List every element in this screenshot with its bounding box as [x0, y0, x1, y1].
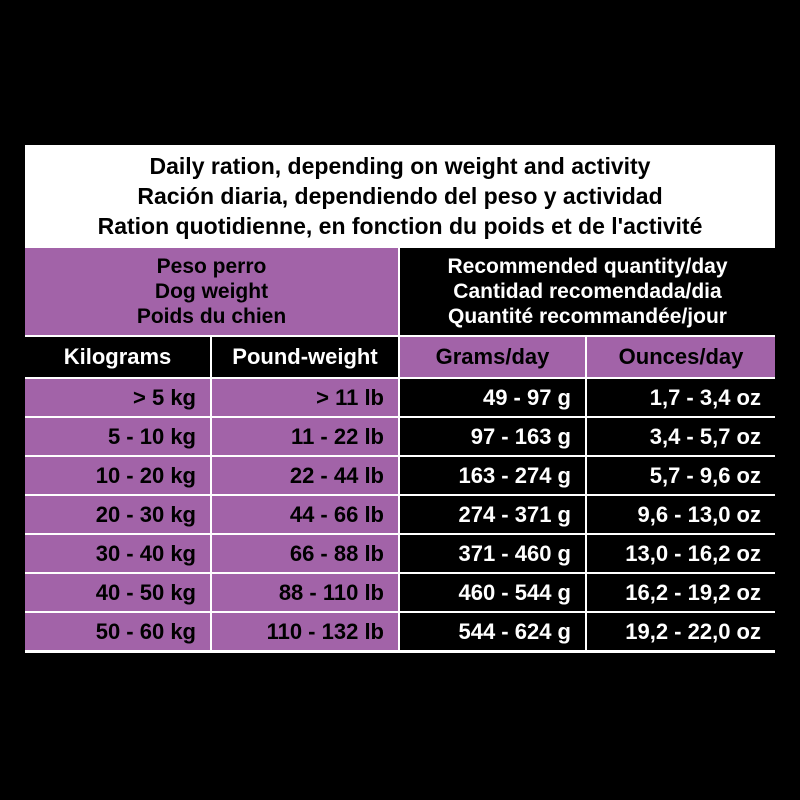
- table-cell: 110 - 132 lb: [212, 613, 398, 650]
- column-header-text: Grams/day: [435, 344, 550, 369]
- header-line: Poids du chien: [136, 305, 287, 328]
- table-cell: 371 - 460 g: [400, 535, 585, 572]
- table-cell: 1,7 - 3,4 oz: [587, 379, 775, 416]
- column-header: Kilograms: [25, 337, 210, 377]
- table-cell: > 11 lb: [212, 379, 398, 416]
- header-right: Recommended quantity/day Cantidad recomen…: [400, 248, 775, 335]
- column-header: Grams/day: [400, 337, 585, 377]
- column-header-text: Kilograms: [63, 344, 172, 369]
- header-left: Peso perro Dog weight Poids du chien: [25, 248, 398, 335]
- table-cell: 20 - 30 kg: [25, 496, 210, 533]
- table-cell: 10 - 20 kg: [25, 457, 210, 494]
- table-cell: 16,2 - 19,2 oz: [587, 574, 775, 611]
- table-cell: 460 - 544 g: [400, 574, 585, 611]
- header-line: Cantidad recomendada/dia: [453, 280, 722, 303]
- table-cell: 19,2 - 22,0 oz: [587, 613, 775, 650]
- table-cell: 50 - 60 kg: [25, 613, 210, 650]
- title-block: Daily ration, depending on weight and ac…: [25, 145, 775, 246]
- header-line: Dog weight: [154, 280, 269, 303]
- table-cell: 5,7 - 9,6 oz: [587, 457, 775, 494]
- title-line: Ration quotidienne, en fonction du poids…: [97, 212, 703, 239]
- column-header: Pound-weight: [212, 337, 398, 377]
- table-cell: 44 - 66 lb: [212, 496, 398, 533]
- header-line: Peso perro: [156, 255, 267, 278]
- table-cell: 274 - 371 g: [400, 496, 585, 533]
- table-cell: 49 - 97 g: [400, 379, 585, 416]
- column-header-text: Ounces/day: [618, 344, 744, 369]
- table-cell: 9,6 - 13,0 oz: [587, 496, 775, 533]
- table-cell: 13,0 - 16,2 oz: [587, 535, 775, 572]
- title-line: Ración diaria, dependiendo del peso y ac…: [137, 182, 663, 209]
- table-cell: 97 - 163 g: [400, 418, 585, 455]
- title-line: Daily ration, depending on weight and ac…: [149, 152, 651, 179]
- header-line: Quantité recommandée/jour: [448, 305, 727, 328]
- ration-table: Daily ration, depending on weight and ac…: [25, 145, 775, 653]
- table-cell: 5 - 10 kg: [25, 418, 210, 455]
- column-header: Ounces/day: [587, 337, 775, 377]
- header-line: Recommended quantity/day: [447, 255, 728, 278]
- table-cell: 30 - 40 kg: [25, 535, 210, 572]
- column-header-text: Pound-weight: [232, 344, 378, 369]
- table-cell: 22 - 44 lb: [212, 457, 398, 494]
- table-cell: 3,4 - 5,7 oz: [587, 418, 775, 455]
- table-cell: 544 - 624 g: [400, 613, 585, 650]
- table-cell: 163 - 274 g: [400, 457, 585, 494]
- table-cell: > 5 kg: [25, 379, 210, 416]
- table-cell: 40 - 50 kg: [25, 574, 210, 611]
- table-cell: 11 - 22 lb: [212, 418, 398, 455]
- table-cell: 88 - 110 lb: [212, 574, 398, 611]
- table-cell: 66 - 88 lb: [212, 535, 398, 572]
